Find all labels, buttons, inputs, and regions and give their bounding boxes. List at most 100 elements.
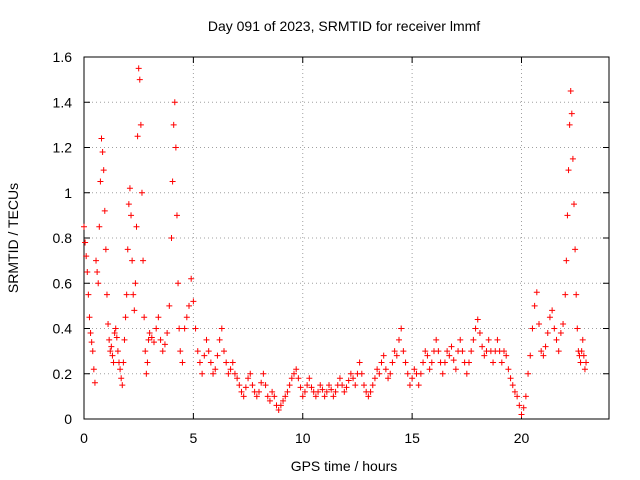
data-point — [409, 375, 416, 382]
data-point — [551, 325, 558, 332]
data-point — [315, 388, 322, 395]
data-point — [470, 336, 477, 343]
data-point — [578, 348, 585, 355]
data-point — [339, 382, 346, 389]
data-point — [323, 388, 330, 395]
data-point — [175, 280, 182, 287]
data-point — [450, 357, 457, 364]
data-point — [435, 348, 442, 355]
data-point — [525, 370, 532, 377]
data-point — [446, 352, 453, 359]
data-point — [367, 388, 374, 395]
data-point — [142, 348, 149, 355]
grid-lines — [84, 57, 609, 419]
data-point — [560, 320, 567, 327]
data-point — [553, 336, 560, 343]
data-point — [555, 348, 562, 355]
data-point — [481, 352, 488, 359]
data-point — [369, 382, 376, 389]
data-point — [371, 375, 378, 382]
data-point — [173, 212, 180, 219]
data-point — [444, 348, 451, 355]
data-point — [91, 379, 98, 386]
data-point — [565, 167, 572, 174]
data-point — [356, 359, 363, 366]
data-point — [216, 336, 223, 343]
data-point — [569, 155, 576, 162]
data-point — [385, 375, 392, 382]
data-point — [81, 223, 87, 230]
data-point — [448, 343, 455, 350]
data-point — [114, 348, 121, 355]
data-point — [82, 239, 89, 246]
data-point — [404, 370, 411, 377]
data-point — [336, 375, 343, 382]
data-point — [568, 110, 575, 117]
data-point — [84, 268, 91, 275]
data-point — [485, 336, 492, 343]
data-point — [249, 382, 256, 389]
data-point — [433, 336, 440, 343]
data-point — [95, 280, 102, 287]
data-point — [227, 366, 234, 373]
data-point — [352, 382, 359, 389]
data-point — [108, 343, 115, 350]
data-point — [112, 325, 119, 332]
data-point — [256, 388, 262, 395]
data-point — [422, 348, 429, 355]
data-point — [271, 393, 278, 400]
data-point — [306, 375, 313, 382]
data-point — [301, 388, 308, 395]
data-point — [135, 65, 142, 72]
data-point — [299, 393, 306, 400]
data-point — [85, 291, 92, 298]
y-tick-label: 0.8 — [53, 230, 73, 246]
y-tick-label: 1 — [64, 185, 72, 201]
x-axis-label: GPS time / hours — [291, 458, 398, 474]
data-point — [145, 336, 152, 343]
data-point — [420, 359, 427, 366]
data-point — [505, 366, 512, 373]
data-point — [295, 375, 302, 382]
data-point — [527, 352, 534, 359]
data-point — [378, 359, 385, 366]
data-point — [406, 382, 413, 389]
data-point — [507, 375, 514, 382]
data-point — [132, 280, 139, 287]
data-point — [159, 348, 166, 355]
data-point — [128, 212, 135, 219]
data-point — [221, 348, 227, 355]
data-point — [266, 397, 273, 404]
data-point — [474, 316, 481, 323]
data-point — [118, 375, 125, 382]
data-point — [207, 359, 214, 366]
data-point — [562, 291, 569, 298]
data-point — [308, 384, 315, 391]
data-point — [563, 257, 570, 264]
data-point — [463, 370, 470, 377]
data-point — [144, 359, 151, 366]
data-point — [205, 348, 212, 355]
data-point — [546, 314, 553, 321]
data-point — [389, 359, 396, 366]
data-point — [194, 348, 201, 355]
data-point — [203, 336, 210, 343]
data-point — [490, 359, 497, 366]
data-point — [494, 336, 501, 343]
data-point — [164, 330, 171, 337]
data-point — [332, 388, 339, 395]
data-point — [171, 99, 178, 106]
data-point — [201, 352, 208, 359]
data-point — [572, 246, 579, 253]
data-point — [225, 370, 232, 377]
data-point — [573, 291, 580, 298]
data-point — [411, 366, 418, 373]
data-point — [472, 325, 479, 332]
data-points — [81, 65, 590, 418]
data-point — [291, 370, 297, 377]
x-tick-label: 10 — [295, 430, 311, 446]
y-tick-label: 1.6 — [53, 49, 73, 65]
data-point — [223, 359, 230, 366]
data-point — [476, 330, 483, 337]
